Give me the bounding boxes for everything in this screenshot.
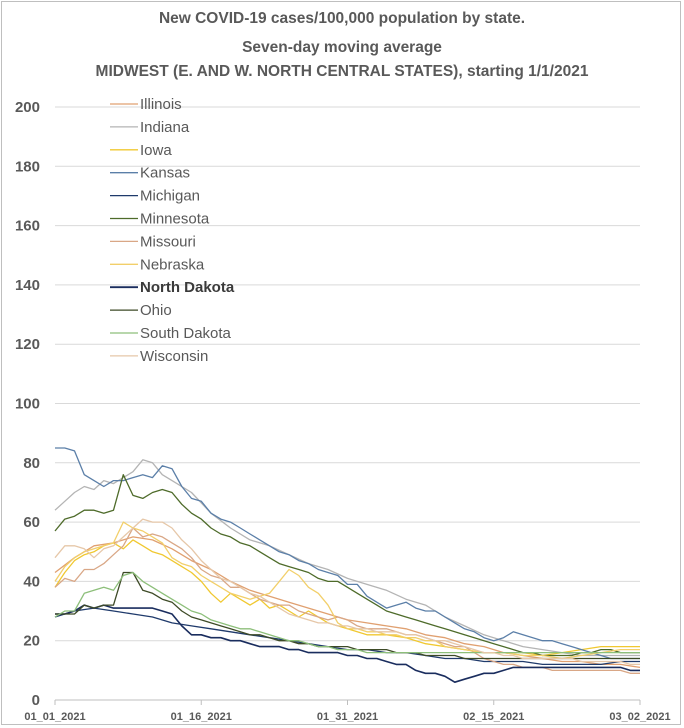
- legend-label: Missouri: [140, 233, 196, 250]
- legend-label: Minnesota: [140, 211, 210, 228]
- x-tick-label: 03_02_2021: [609, 711, 670, 723]
- y-tick-label: 180: [15, 158, 40, 175]
- legend-label: Michigan: [140, 188, 200, 205]
- y-tick-label: 20: [23, 633, 40, 650]
- legend: Illinois Indiana Iowa Kansas Michigan Minneso…: [110, 96, 235, 365]
- y-tick-label: 0: [32, 692, 40, 709]
- x-tick-label: 01_31_2021: [317, 711, 378, 723]
- x-tick-label: 01_16_2021: [171, 711, 232, 723]
- legend-label: South Dakota: [140, 325, 232, 342]
- x-tick-label: 01_01_2021: [24, 711, 85, 723]
- y-tick-label: 160: [15, 218, 40, 235]
- y-tick-label: 100: [15, 396, 40, 413]
- legend-label: Iowa: [140, 142, 172, 159]
- legend-label: North Dakota: [140, 279, 235, 296]
- legend-label: Illinois: [140, 96, 182, 113]
- series-line-nebraska: [54, 521, 640, 660]
- y-tick-label: 120: [15, 336, 40, 353]
- series-line-wisconsin: [54, 518, 640, 666]
- y-tick-label: 200: [15, 99, 40, 116]
- y-tick-label: 80: [23, 455, 40, 472]
- y-tick-label: 140: [15, 277, 40, 294]
- y-tick-label: 40: [23, 573, 40, 590]
- gridlines: [55, 106, 640, 701]
- y-tick-label: 60: [23, 514, 40, 531]
- series-line-north-dakota: [55, 604, 640, 683]
- x-axis: 01_01_2021 01_16_2021 01_31_2021 02_15_2021…: [24, 700, 671, 723]
- chart-title-line-1: New COVID-19 cases/100,000 population by…: [158, 10, 526, 27]
- legend-label: Wisconsin: [140, 348, 208, 365]
- series-line-illinois: [54, 536, 641, 669]
- legend-label: Indiana: [140, 119, 190, 136]
- legend-label: Nebraska: [140, 256, 205, 273]
- series-line-kansas: [55, 447, 640, 660]
- series-line-south-dakota: [54, 571, 640, 654]
- series-line-iowa: [54, 539, 640, 657]
- legend-label: Kansas: [140, 165, 190, 182]
- chart-title-line-3: MIDWEST (E. AND W. NORTH CENTRAL STATES)…: [95, 63, 589, 80]
- series-lines: [54, 447, 641, 683]
- x-tick-label: 02_15_2021: [463, 711, 524, 723]
- y-axis: 0 20 40 60 80 100 120 140 160 180 200: [15, 99, 40, 709]
- chart-title-line-2: Seven-day moving average: [242, 39, 442, 56]
- legend-label: Ohio: [140, 302, 172, 319]
